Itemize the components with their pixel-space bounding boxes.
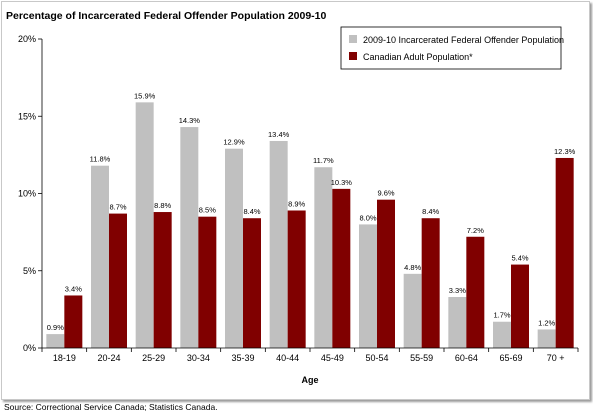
bar-offender [135,102,154,348]
y-tick-label: 15% [18,111,36,121]
bar-canadian [511,264,529,348]
data-label: 10.3% [331,178,353,187]
x-tick-label: 40-44 [276,353,299,363]
bar-offender [359,224,377,348]
data-label: 12.3% [554,147,576,156]
bar-offender [314,167,333,348]
data-label: 8.8% [154,201,171,210]
data-label: 8.0% [359,213,376,222]
data-label: 9.6% [377,189,394,198]
x-tick-label: 18-19 [53,353,76,363]
bar-canadian [555,157,574,348]
bar-offender [448,297,467,348]
bar-canadian [466,236,485,348]
x-tick-label: 60-64 [455,353,478,363]
source-note: Source: Correctional Service Canada; Sta… [4,402,218,412]
data-label: 13.4% [268,130,290,139]
x-axis-label: Age [301,375,318,385]
y-tick-label: 0% [23,343,36,353]
bar-canadian [64,295,83,348]
y-tick-label: 5% [23,266,36,276]
bar-canadian [332,188,351,348]
y-tick-label: 20% [18,34,36,44]
data-label: 8.5% [199,206,216,215]
bar-offender [180,127,199,348]
x-tick-label: 30-34 [187,353,210,363]
x-tick-label: 55-59 [410,353,433,363]
data-label: 3.3% [449,286,466,295]
bar-offender [46,334,65,348]
data-label: 15.9% [134,91,156,100]
plot-area: 0% 5% 10% 15% 20% 0.9% 3.4% 18-19 11.8% 8.7% 20-24… [18,34,579,363]
data-label: 1.7% [493,311,510,320]
data-label: 7.2% [467,226,484,235]
bar-offender [225,148,243,348]
data-label: 8.9% [288,199,305,208]
y-tick-label: 10% [18,189,36,199]
legend-label-offender: 2009-10 Incarcerated Federal Offender Po… [363,35,564,45]
data-label: 11.7% [313,156,334,165]
data-label: 8.7% [109,203,126,212]
data-label: 12.9% [223,138,245,147]
data-label: 1.2% [538,318,555,327]
data-label: 5.4% [511,254,528,263]
bar-canadian [421,218,440,348]
data-label: 0.9% [47,323,64,332]
bar-canadian [243,218,261,348]
bar-offender [91,165,109,348]
data-label: 8.4% [243,207,260,216]
x-tick-label: 35-39 [231,353,254,363]
legend-box [340,26,562,70]
data-label: 11.8% [90,155,111,164]
bar-offender [537,329,556,348]
data-label: 4.8% [404,263,421,272]
x-tick-label: 70 + [547,353,565,363]
x-tick-label: 45-49 [321,353,344,363]
bar-offender [269,140,288,348]
data-label: 3.4% [65,284,82,293]
data-label: 14.3% [179,116,201,125]
bar-canadian [377,199,395,348]
legend-swatch-canadian [349,52,357,60]
legend: 2009-10 Incarcerated Federal Offender Po… [340,26,564,70]
data-label: 8.4% [422,207,439,216]
x-tick-label: 50-54 [365,353,388,363]
bar-canadian [287,210,306,348]
bar-canadian [198,216,217,348]
x-tick-label: 20-24 [97,353,120,363]
chart-title: Percentage of Incarcerated Federal Offen… [6,10,327,22]
bar-offender [403,273,422,348]
legend-label-canadian: Canadian Adult Population* [363,52,473,62]
bar-offender [493,321,511,348]
chart-svg: Percentage of Incarcerated Federal Offen… [6,10,579,385]
bar-canadian [109,213,127,348]
legend-swatch-offender [349,35,357,43]
x-tick-label: 25-29 [142,353,165,363]
x-tick-label: 65-69 [499,353,522,363]
bar-canadian [153,212,172,348]
